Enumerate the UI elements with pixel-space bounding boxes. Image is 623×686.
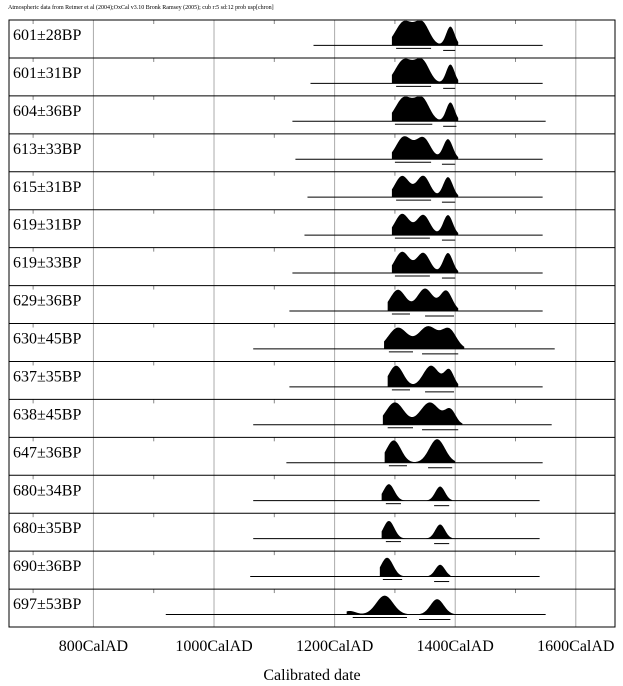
sample-label: 629±36BP [13, 293, 81, 310]
probability-distribution [391, 136, 459, 160]
sample-label: 638±45BP [13, 406, 81, 423]
probability-distribution [387, 288, 459, 311]
probability-distribution [382, 402, 463, 425]
sample-row: 638±45BP [9, 398, 615, 431]
probability-distribution [381, 484, 453, 501]
sample-row: 680±35BP [9, 512, 615, 545]
sample-row: 690±36BP [9, 550, 615, 583]
sample-label: 619±33BP [13, 255, 81, 272]
probability-distribution [384, 439, 456, 463]
sample-row: 619±31BP [9, 209, 615, 241]
header-note: Atmospheric data from Reimer et al (2004… [8, 4, 274, 11]
x-tick-label: 1200CalAD [296, 638, 373, 655]
sample-row: 619±33BP [9, 247, 615, 279]
sample-rows: 601±28BP 601±31BP 604±36BP 613±33BP 615±31BP… [9, 20, 615, 620]
sample-row: 680±34BP [9, 474, 615, 507]
probability-distribution [391, 58, 459, 84]
sample-row: 601±31BP [9, 57, 615, 89]
x-tick-label: 1000CalAD [175, 638, 252, 655]
sample-row: 697±53BP [9, 588, 615, 620]
sample-row: 613±33BP [9, 133, 615, 165]
x-tick-labels: 800CalAD 1000CalAD 1200CalAD 1400CalAD 1600C… [59, 638, 615, 655]
sample-label: 637±35BP [13, 368, 81, 385]
sample-label: 615±31BP [13, 179, 81, 196]
sample-label: 613±33BP [13, 141, 81, 158]
probability-distribution [391, 213, 459, 236]
sample-label: 604±36BP [13, 103, 81, 120]
sample-label: 619±31BP [13, 217, 81, 234]
probability-distribution [387, 365, 459, 387]
sample-label: 601±28BP [13, 27, 81, 44]
probability-distribution [391, 175, 459, 198]
sample-label: 697±53BP [13, 596, 81, 613]
sample-label: 601±31BP [13, 65, 81, 82]
x-axis-label: Calibrated date [263, 667, 360, 684]
probability-distribution [384, 326, 465, 349]
sample-row: 604±36BP [9, 95, 615, 127]
sample-row: 637±35BP [9, 360, 615, 393]
sample-label: 690±36BP [13, 558, 81, 575]
x-tick-label: 1600CalAD [537, 638, 614, 655]
plot-frame [8, 19, 616, 628]
probability-distribution [346, 595, 456, 615]
x-tick-label: 800CalAD [59, 638, 128, 655]
probability-distribution [391, 20, 459, 46]
probability-distribution [391, 251, 459, 274]
sample-row: 615±31BP [9, 171, 615, 203]
x-tick-label: 1400CalAD [417, 638, 494, 655]
probability-distribution [381, 520, 453, 539]
sample-row: 629±36BP [9, 285, 615, 317]
sample-label: 647±36BP [13, 444, 81, 461]
probability-distribution [391, 96, 459, 122]
sample-label: 680±35BP [13, 520, 81, 537]
sample-row: 630±45BP [9, 323, 615, 355]
sample-row: 647±36BP [9, 436, 615, 469]
sample-label: 680±34BP [13, 482, 81, 499]
sample-row: 601±28BP [13, 20, 543, 51]
sample-label: 630±45BP [13, 331, 81, 348]
probability-distribution [379, 557, 451, 577]
